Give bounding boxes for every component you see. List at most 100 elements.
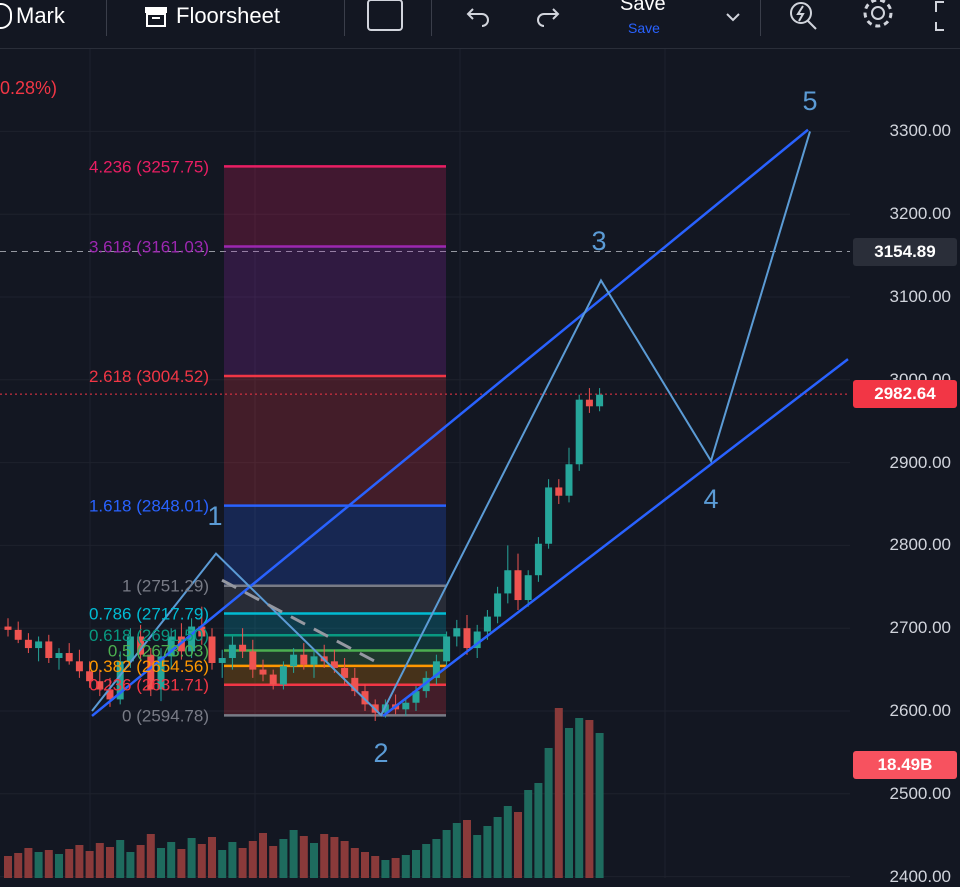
volume-bar xyxy=(381,860,390,878)
candle-body xyxy=(290,654,298,667)
quick-search-button[interactable] xyxy=(786,0,822,32)
candle-body xyxy=(545,487,553,544)
candlesticks xyxy=(4,388,604,721)
fib-zone xyxy=(224,613,446,636)
candle-body xyxy=(361,691,369,705)
volume-bar xyxy=(361,852,369,878)
fib-label: 3.618 (3161.03) xyxy=(89,237,209,256)
redo-button[interactable] xyxy=(534,0,564,32)
candle-body xyxy=(463,628,471,649)
mark-button[interactable]: Mark xyxy=(0,0,65,32)
volume-bar xyxy=(483,826,492,878)
correction-dashed-line xyxy=(221,578,376,663)
undo-button[interactable] xyxy=(462,0,492,32)
candle-body xyxy=(218,658,226,663)
volume-bar xyxy=(514,812,522,878)
y-tick-label: 3200.00 xyxy=(889,204,951,224)
volume-bar xyxy=(14,853,23,878)
fib-zone xyxy=(224,635,446,651)
volume-bar xyxy=(167,842,176,878)
floorsheet-button[interactable]: Floorsheet xyxy=(144,0,280,32)
volume-bar xyxy=(279,839,288,878)
candle-body xyxy=(341,667,349,678)
wave-label: 5 xyxy=(802,86,817,116)
mark-icon xyxy=(0,3,12,29)
candle-body xyxy=(300,654,308,665)
volume-bar xyxy=(177,849,186,878)
candle-body xyxy=(473,631,481,649)
candle-body xyxy=(585,399,593,407)
volume-bar xyxy=(289,830,298,878)
fib-label: 0.382 (2654.56) xyxy=(89,657,209,676)
elliott-wave-drawings: 1 2 3 4 5 xyxy=(91,86,849,768)
y-tick-label: 2900.00 xyxy=(889,452,951,472)
chevron-down-icon xyxy=(726,13,740,22)
volume-bar xyxy=(585,720,594,878)
fullscreen-button[interactable] xyxy=(934,0,960,32)
candle-body xyxy=(412,691,420,703)
candle-body xyxy=(65,653,73,662)
candle-body xyxy=(14,629,22,640)
volume-bar xyxy=(299,836,308,878)
volume-bar xyxy=(146,834,155,878)
volume-bar xyxy=(401,855,410,878)
fullscreen-icon xyxy=(935,1,944,31)
candle-body xyxy=(106,689,114,700)
fib-label: 0.5 (2673.03) xyxy=(108,642,209,661)
volume-bar xyxy=(238,848,247,878)
volume-bar xyxy=(259,833,267,878)
fib-zone xyxy=(224,505,446,586)
layout-square-icon xyxy=(367,0,403,31)
candle-body xyxy=(575,399,583,465)
volume-bar xyxy=(595,733,604,878)
volume-bar xyxy=(24,848,33,878)
volume-bar xyxy=(575,718,584,878)
fib-zone xyxy=(224,246,446,377)
volume-bar xyxy=(320,834,329,878)
save-button[interactable]: Save xyxy=(620,0,666,20)
settings-button[interactable] xyxy=(858,0,898,32)
candle-body xyxy=(116,661,124,700)
volume-bar xyxy=(187,838,196,878)
fib-extension-labels: 4.236 (3257.75) 3.618 (3161.03) 2.618 (300… xyxy=(89,157,209,725)
volume-bar xyxy=(503,806,512,878)
fib-label: 1.618 (2848.01) xyxy=(89,497,209,516)
volume-bar xyxy=(340,841,349,878)
wave-label: 2 xyxy=(373,738,388,768)
candle-body xyxy=(310,656,318,665)
volume-bar xyxy=(524,790,533,878)
candle-body xyxy=(402,702,410,710)
volume-bar xyxy=(44,850,53,878)
volume-bar xyxy=(493,817,502,878)
volume-bar xyxy=(126,852,135,878)
candle-body xyxy=(494,593,502,617)
save-dropdown-button[interactable] xyxy=(722,0,744,32)
mark-label: Mark xyxy=(16,3,65,28)
layout-button[interactable] xyxy=(366,0,404,32)
volume-bar xyxy=(116,840,125,878)
candle-body xyxy=(504,570,512,594)
volume-bar xyxy=(75,845,84,878)
candle-body xyxy=(351,677,359,692)
volume-bar xyxy=(65,849,74,878)
candle-body xyxy=(422,677,430,692)
candle-body xyxy=(483,616,491,632)
volume-bar xyxy=(197,844,206,878)
volume-bar xyxy=(442,830,451,878)
candle-body xyxy=(75,661,83,672)
candle-body xyxy=(45,641,53,659)
candle-body xyxy=(86,671,94,682)
y-tick-label: 2600.00 xyxy=(889,701,951,720)
fib-zone xyxy=(224,585,446,614)
fib-extension-zones xyxy=(224,166,446,716)
volume-bar xyxy=(422,844,431,878)
gear-icon xyxy=(863,0,893,28)
candle-body xyxy=(167,636,175,657)
save-label: Save xyxy=(620,0,666,15)
volume-bar xyxy=(34,852,43,878)
fib-label: 0.236 (2631.71) xyxy=(89,676,209,695)
fib-label: 1 (2751.29) xyxy=(122,577,209,596)
fib-label: 0.618 (2691.50) xyxy=(89,626,209,645)
candle-body xyxy=(432,661,440,678)
